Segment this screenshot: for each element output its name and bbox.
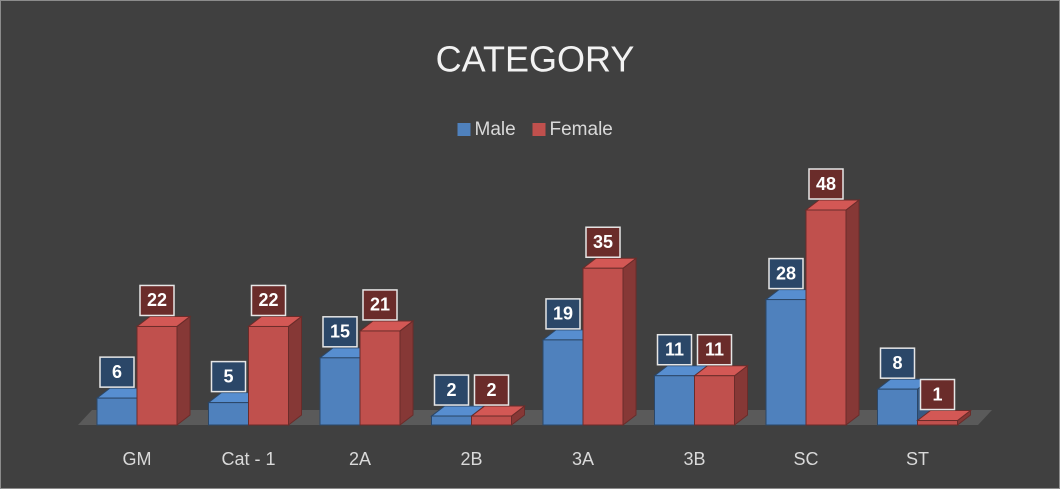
data-label-box [656, 333, 693, 366]
bar [208, 402, 249, 426]
x-tick-label: SC [793, 449, 818, 469]
data-label: 35 [593, 232, 613, 252]
data-label: 6 [112, 362, 122, 382]
bar [765, 299, 807, 426]
bar [654, 375, 695, 426]
legend-swatch [457, 123, 471, 136]
x-tick-label: ST [906, 449, 929, 469]
bar [471, 415, 512, 426]
x-tick-label: GM [123, 449, 152, 469]
data-label-box [210, 360, 247, 393]
bar [877, 388, 918, 426]
data-label: 8 [892, 353, 902, 373]
floor [78, 410, 992, 425]
x-tick-label: 2A [349, 449, 371, 469]
bar-side [288, 315, 302, 427]
x-tick-label: Cat - 1 [221, 449, 275, 469]
data-label: 11 [665, 339, 684, 359]
data-label: 15 [330, 322, 350, 342]
data-label: 2 [446, 380, 456, 400]
bar [805, 209, 847, 426]
data-label-box [433, 374, 470, 406]
data-label-box [768, 257, 804, 290]
legend-swatch [532, 123, 546, 136]
bar [319, 357, 361, 426]
data-label: 21 [370, 295, 390, 315]
data-label-box [808, 168, 844, 200]
data-label-box [696, 333, 733, 366]
data-label: 1 [932, 384, 942, 404]
data-label: 2 [486, 380, 496, 400]
data-label-box [545, 298, 581, 330]
bar [359, 330, 401, 426]
data-label-box [362, 289, 398, 321]
bar-side [399, 319, 414, 427]
bar [542, 339, 584, 426]
data-label: 11 [705, 339, 724, 359]
data-label-box [879, 347, 916, 379]
legend-label: Male [475, 119, 516, 140]
data-label: 22 [147, 290, 167, 310]
bar [582, 267, 624, 426]
bar [96, 397, 138, 426]
data-label: 5 [223, 366, 233, 386]
chart-title: CATEGORY [436, 39, 635, 80]
data-label-box [99, 356, 135, 388]
x-tick-label: 3A [572, 449, 594, 469]
bar [431, 415, 472, 426]
data-label-box [585, 226, 621, 258]
bar [136, 325, 178, 426]
data-label-box [473, 374, 510, 406]
data-label: 48 [816, 174, 836, 194]
legend-label: Female [550, 119, 613, 140]
x-tick-label: 2B [460, 449, 482, 469]
bar-side [176, 315, 191, 427]
data-label: 22 [258, 290, 278, 310]
data-label-box [250, 284, 287, 317]
x-tick-label: 3B [683, 449, 705, 469]
bar-side [845, 198, 860, 427]
bar-side [622, 257, 637, 427]
data-label-box [322, 316, 358, 348]
bar [917, 420, 958, 426]
data-label-box [139, 284, 175, 317]
data-label-box [919, 378, 956, 411]
data-label: 19 [553, 304, 573, 324]
data-label: 28 [776, 263, 796, 283]
bar [248, 325, 289, 426]
bar [694, 375, 735, 426]
